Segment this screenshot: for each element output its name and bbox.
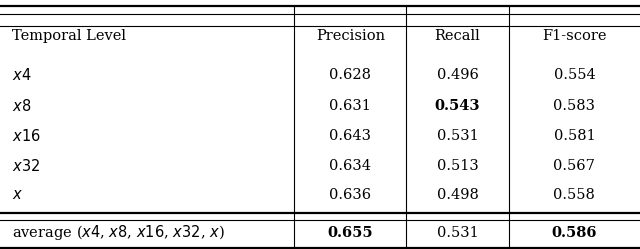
Text: Temporal Level: Temporal Level xyxy=(12,29,125,43)
Text: 0.583: 0.583 xyxy=(554,99,595,113)
Text: 0.636: 0.636 xyxy=(330,188,371,202)
Text: $x$: $x$ xyxy=(12,188,22,202)
Text: 0.498: 0.498 xyxy=(436,188,479,202)
Text: average ($x4$, $x8$, $x16$, $x32$, $x$): average ($x4$, $x8$, $x16$, $x32$, $x$) xyxy=(12,223,224,242)
Text: 0.531: 0.531 xyxy=(436,226,479,240)
Text: 0.655: 0.655 xyxy=(328,226,373,240)
Text: 0.567: 0.567 xyxy=(554,159,595,173)
Text: F1-score: F1-score xyxy=(542,29,607,43)
Text: $x16$: $x16$ xyxy=(12,128,40,144)
Text: 0.558: 0.558 xyxy=(554,188,595,202)
Text: $x8$: $x8$ xyxy=(12,98,31,114)
Text: 0.554: 0.554 xyxy=(554,68,595,82)
Text: 0.586: 0.586 xyxy=(552,226,597,240)
Text: 0.634: 0.634 xyxy=(330,159,371,173)
Text: 0.631: 0.631 xyxy=(330,99,371,113)
Text: 0.543: 0.543 xyxy=(435,99,481,113)
Text: 0.496: 0.496 xyxy=(436,68,479,82)
Text: $x4$: $x4$ xyxy=(12,67,31,83)
Text: 0.628: 0.628 xyxy=(330,68,371,82)
Text: $x32$: $x32$ xyxy=(12,158,40,174)
Text: 0.531: 0.531 xyxy=(436,129,479,143)
Text: 0.643: 0.643 xyxy=(330,129,371,143)
Text: 0.581: 0.581 xyxy=(554,129,595,143)
Text: Recall: Recall xyxy=(435,29,481,43)
Text: Precision: Precision xyxy=(316,29,385,43)
Text: 0.513: 0.513 xyxy=(436,159,479,173)
